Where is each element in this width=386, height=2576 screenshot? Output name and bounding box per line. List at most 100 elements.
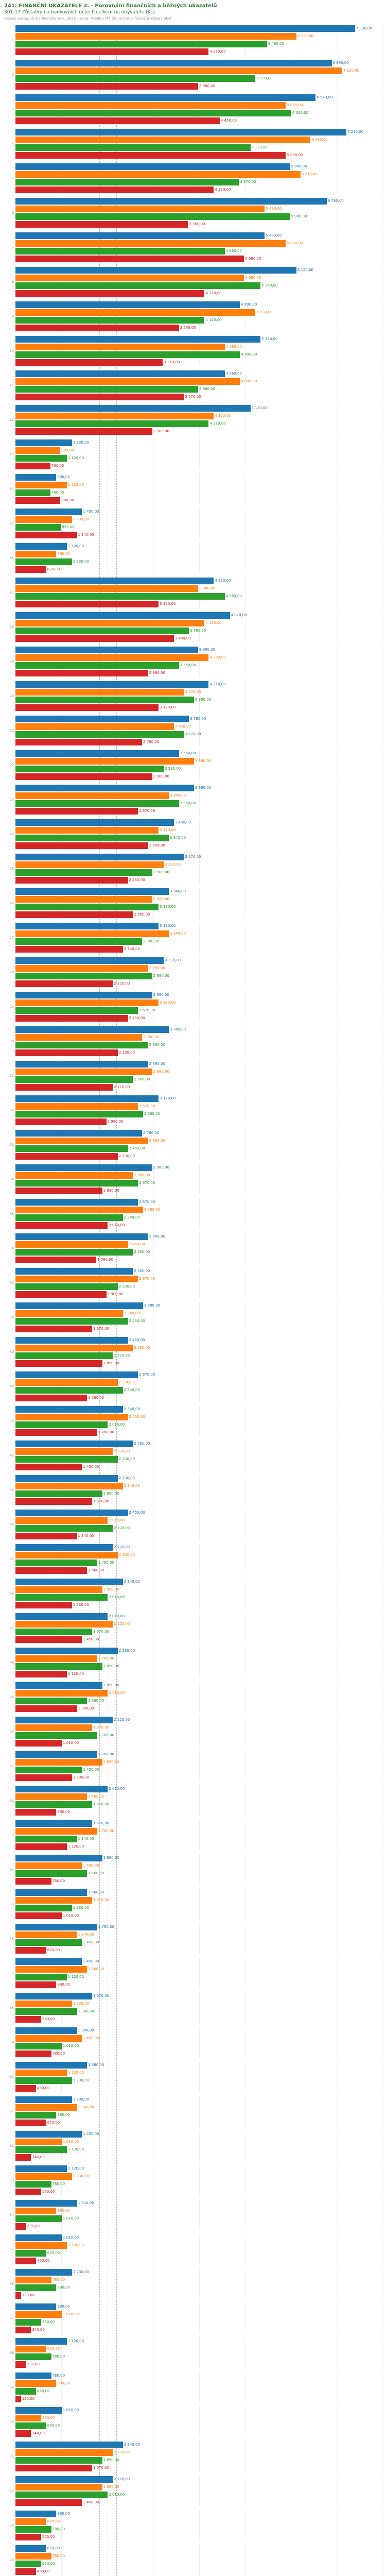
group-label: 1 <box>11 38 14 42</box>
bar-2016 <box>15 1448 113 1455</box>
bar-2018 <box>15 1843 67 1850</box>
group-bars: 2 010,00 1 560,00 1 670,00 890,00 <box>15 1785 386 1816</box>
bar-value-label: 5 120,00 <box>251 406 268 410</box>
bar-2017 <box>15 2008 77 2015</box>
bar-value-label: 3 760,00 <box>189 222 205 226</box>
bar-row: 3 120,00 <box>15 826 386 834</box>
bar-2016 <box>15 413 214 419</box>
bar-2018 <box>15 83 198 90</box>
group-label: 33 <box>9 1143 14 1147</box>
bar-value-label: 890,00 <box>57 2209 70 2213</box>
bar-2015 <box>15 1061 148 1067</box>
bar-value-label: 3 780,00 <box>190 629 206 633</box>
bar-row: 1 340,00 <box>15 2199 386 2207</box>
bar-row: 1 450,00 <box>15 1463 386 1471</box>
group-bars: 7 396,00 6 120,00 5 480,00 4 210,00 <box>15 25 386 56</box>
bar-group: 65 1 010,00 1 120,00 670,00 450,00 <box>0 2234 386 2265</box>
bar-row: 3 670,00 <box>15 853 386 861</box>
bar-2016 <box>15 2553 51 2560</box>
bar-row: 450,00 <box>15 2568 386 2575</box>
bar-value-label: 2 120,00 <box>114 1545 130 1549</box>
bar-value-label: 1 560,00 <box>88 2063 104 2067</box>
bar-2016 <box>15 1862 82 1869</box>
bar-value-label: 2 760,00 <box>143 740 160 744</box>
bar-row: 1 230,00 <box>15 2096 386 2104</box>
bar-value-label: 2 450,00 <box>129 878 145 882</box>
bar-group: 36 2 890,00 2 450,00 2 560,00 1 760,00 <box>0 1233 386 1264</box>
bar-row: 4 210,00 <box>15 681 386 688</box>
group-label: 43 <box>9 1488 14 1492</box>
bar-value-label: 670,00 <box>47 2347 60 2351</box>
bar-2016 <box>15 965 148 972</box>
bar-2015 <box>15 2096 72 2103</box>
bar-value-label: 990,00 <box>62 525 75 529</box>
bar-row: 2 980,00 <box>15 895 386 903</box>
bar-2016 <box>15 930 169 937</box>
bar-row: 2 450,00 <box>15 1317 386 1325</box>
bar-row: 780,00 <box>15 2276 386 2284</box>
bar-row: 1 230,00 <box>15 2000 386 2008</box>
bar-value-label: 3 450,00 <box>174 724 191 728</box>
group-bars: 3 340,00 2 760,00 2 890,00 2 230,00 <box>15 1026 386 1057</box>
bar-2015 <box>15 2131 82 2138</box>
bar-value-label: 1 120,00 <box>67 2166 84 2171</box>
bar-row: 3 890,00 <box>15 696 386 704</box>
group-label: 70 <box>9 2420 14 2424</box>
bar-value-label: 2 560,00 <box>134 1442 150 1446</box>
bar-row: 2 980,00 <box>15 972 386 980</box>
bar-2018 <box>15 1602 72 1608</box>
bar-value-label: 4 560,00 <box>225 371 242 376</box>
bar-row: 1 120,00 <box>15 2069 386 2077</box>
bar-value-label: 1 230,00 <box>73 440 89 445</box>
bar-value-label: 2 120,00 <box>114 1526 130 1530</box>
bar-value-label: 2 010,00 <box>109 1691 125 1695</box>
bar-row: 2 980,00 <box>15 1164 386 1172</box>
bar-row: 4 560,00 <box>15 592 386 600</box>
bar-row: 2 010,00 <box>15 1421 386 1429</box>
bar-value-label: 2 560,00 <box>134 912 150 917</box>
group-label: 56 <box>9 1937 14 1941</box>
bar-2015 <box>15 232 265 239</box>
bar-value-label: 1 120,00 <box>67 456 84 460</box>
bar-value-label: 1 450,00 <box>83 1768 99 1772</box>
bar-row: 3 560,00 <box>15 800 386 807</box>
bar-row: 6 210,00 <box>15 171 386 178</box>
bar-2015 <box>15 1889 87 1896</box>
group-label: 32 <box>9 1108 14 1112</box>
bar-value-label: 5 430,00 <box>266 233 282 238</box>
group-bars: 1 450,00 1 010,00 1 120,00 340,00 <box>15 2130 386 2161</box>
bar-2017 <box>15 2077 72 2084</box>
bar-2015 <box>15 2442 123 2448</box>
group-label: 35 <box>9 1212 14 1216</box>
group-label: 6 <box>11 211 14 215</box>
bar-row: 1 670,00 <box>15 1992 386 2000</box>
bar-value-label: 1 780,00 <box>98 1561 114 1565</box>
bar-2016 <box>15 2208 57 2214</box>
bar-row: 1 890,00 <box>15 1663 386 1670</box>
bar-row: 3 120,00 <box>15 903 386 911</box>
bar-value-label: 7 210,00 <box>347 130 364 134</box>
bar-2018 <box>15 256 244 262</box>
bar-value-label: 1 560,00 <box>88 1890 104 1894</box>
bar-group: 17 4 320,00 3 980,00 4 560,00 3 120,00 <box>0 577 386 608</box>
bar-2018 <box>15 635 174 642</box>
bar-value-label: 3 980,00 <box>199 387 216 391</box>
bar-2017 <box>15 1767 82 1773</box>
bar-2017 <box>15 1732 97 1739</box>
group-bars: 4 890,00 5 230,00 4 120,00 3 560,00 <box>15 301 386 332</box>
bar-2016 <box>15 999 159 1006</box>
group-label: 42 <box>9 1453 14 1458</box>
group-label: 17 <box>9 590 14 595</box>
group-label: 24 <box>9 832 14 836</box>
bar-value-label: 1 890,00 <box>103 2458 119 2462</box>
bar-2016 <box>15 206 265 212</box>
bar-2016 <box>15 2277 51 2283</box>
bar-value-label: 3 340,00 <box>169 1027 186 1031</box>
bar-2018 <box>15 497 61 504</box>
bar-row: 340,00 <box>15 2154 386 2161</box>
bar-row: 3 120,00 <box>15 922 386 930</box>
group-bars: 4 560,00 4 890,00 3 980,00 3 670,00 <box>15 370 386 401</box>
bar-value-label: 3 120,00 <box>160 924 176 928</box>
bar-value-label: 1 670,00 <box>93 1499 110 1503</box>
bar-row: 2 890,00 <box>15 842 386 850</box>
